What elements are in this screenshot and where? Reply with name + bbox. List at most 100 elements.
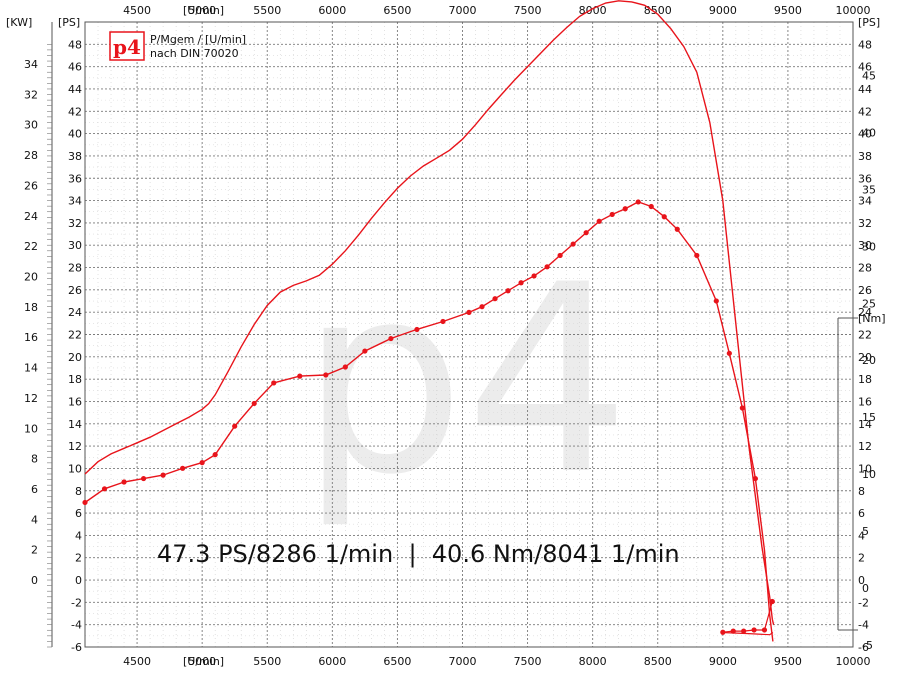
kw-tick: 10 bbox=[24, 422, 38, 435]
nm-tick: 45 bbox=[862, 70, 876, 83]
torque-point bbox=[518, 280, 524, 286]
torque-point bbox=[544, 264, 550, 270]
kw-tick: 0 bbox=[31, 574, 38, 587]
torque-point bbox=[342, 364, 348, 370]
plot-frame bbox=[84, 21, 854, 648]
x-tick-bottom: 6500 bbox=[383, 655, 411, 668]
torque-point bbox=[414, 326, 420, 333]
ps-tick-left: 48 bbox=[68, 38, 82, 51]
ps-tick-left: 44 bbox=[68, 83, 82, 96]
torque-point bbox=[121, 479, 127, 485]
torque-point bbox=[440, 318, 446, 325]
x-tick-bottom: 7000 bbox=[448, 655, 476, 668]
ps-tick-left: 6 bbox=[75, 507, 82, 520]
kw-tick: 12 bbox=[24, 392, 38, 405]
kw-tick: 30 bbox=[24, 119, 38, 132]
torque-point bbox=[212, 452, 218, 458]
ps-tick-right: 20 bbox=[858, 351, 872, 364]
ps-tick-left: -4 bbox=[71, 619, 82, 632]
x-tick-top: 9500 bbox=[774, 4, 802, 17]
ps-tick-right: 36 bbox=[858, 172, 872, 185]
kw-tick: 20 bbox=[24, 270, 38, 283]
torque-point bbox=[635, 199, 641, 205]
low-rpm-point bbox=[741, 628, 747, 634]
ps-tick-left: 20 bbox=[68, 351, 82, 364]
kw-tick: 34 bbox=[24, 58, 38, 71]
torque-point bbox=[251, 400, 257, 407]
low-rpm-point bbox=[761, 627, 768, 633]
x-tick-bottom: 9500 bbox=[774, 655, 802, 668]
torque-point bbox=[466, 309, 472, 315]
x-tick-bottom: 5500 bbox=[253, 655, 281, 668]
nm-tick: 25 bbox=[862, 297, 876, 310]
x-tick-top: 5500 bbox=[253, 4, 281, 17]
nm-tick: 20 bbox=[862, 354, 876, 367]
torque-point bbox=[479, 304, 485, 310]
ps-tick-right: 0 bbox=[858, 574, 865, 587]
legend-logo: p4 bbox=[113, 35, 141, 59]
x-tick-bottom: 8000 bbox=[579, 655, 607, 668]
nm-unit-label: [Nm] bbox=[858, 312, 886, 325]
ps-tick-right: 4 bbox=[858, 529, 865, 542]
coastdown-line bbox=[721, 631, 774, 636]
power-curve bbox=[84, 0, 775, 625]
ps-tick-left: 2 bbox=[75, 552, 82, 565]
torque-point bbox=[570, 241, 576, 247]
ps-tick-right: -2 bbox=[858, 596, 869, 609]
nm-tick: 35 bbox=[862, 183, 876, 196]
ps-tick-left: 32 bbox=[68, 217, 82, 230]
torque-point bbox=[232, 423, 238, 429]
grid bbox=[85, 22, 853, 648]
nm-tick: 30 bbox=[862, 240, 876, 253]
ps-tick-right: 42 bbox=[858, 105, 872, 118]
ps-tick-right: 14 bbox=[858, 418, 872, 431]
torque-point bbox=[297, 373, 303, 379]
x-tick-top: 5000 bbox=[188, 4, 216, 17]
x-tick-bottom: 7500 bbox=[514, 655, 542, 668]
torque-point bbox=[694, 252, 700, 259]
kw-tick: 28 bbox=[24, 149, 38, 162]
ps-tick-right: 38 bbox=[858, 150, 872, 163]
kw-tick: 18 bbox=[24, 301, 38, 314]
kw-tick: 26 bbox=[24, 179, 38, 192]
nm-tick: 5 bbox=[862, 525, 869, 538]
ps-tick-left: 28 bbox=[68, 262, 82, 275]
torque-point bbox=[199, 460, 205, 466]
ps-tick-right: 2 bbox=[858, 552, 865, 565]
ps-unit-label-left: [PS] bbox=[58, 16, 80, 29]
torque-point bbox=[388, 335, 394, 342]
torque-point bbox=[609, 211, 615, 218]
ps-tick-right: 16 bbox=[858, 395, 872, 408]
ps-tick-right: 6 bbox=[858, 507, 865, 520]
ps-tick-left: 4 bbox=[75, 529, 82, 542]
legend-line-1: P/Mgem / [U/min] bbox=[150, 33, 246, 46]
ps-tick-left: 16 bbox=[68, 395, 82, 408]
ps-tick-right: 48 bbox=[858, 38, 872, 51]
ps-tick-right: 12 bbox=[858, 440, 872, 453]
torque-point bbox=[505, 288, 511, 294]
kw-tick: 16 bbox=[24, 331, 38, 344]
torque-point bbox=[140, 475, 147, 482]
ps-tick-right: 44 bbox=[858, 83, 872, 96]
ps-tick-left: 40 bbox=[68, 128, 82, 141]
torque-point bbox=[557, 252, 563, 259]
x-tick-top: 10000 bbox=[836, 4, 871, 17]
torque-point bbox=[622, 206, 628, 212]
ps-unit-label-right: [PS] bbox=[858, 16, 880, 29]
ps-tick-left: 12 bbox=[68, 440, 82, 453]
kw-unit-label: [KW] bbox=[6, 16, 32, 29]
ps-tick-right: 28 bbox=[858, 262, 872, 275]
ps-tick-right: 22 bbox=[858, 329, 872, 342]
ps-tick-right: 10 bbox=[858, 462, 872, 475]
ps-tick-left: 0 bbox=[75, 574, 82, 587]
torque-point bbox=[726, 350, 732, 356]
ps-tick-left: 24 bbox=[68, 306, 82, 319]
low-rpm-point bbox=[769, 598, 775, 605]
ps-tick-left: 30 bbox=[68, 239, 82, 252]
x-tick-top: 7500 bbox=[514, 4, 542, 17]
x-tick-bottom: 8500 bbox=[644, 655, 672, 668]
ps-tick-right: 30 bbox=[858, 239, 872, 252]
x-tick-top: 6500 bbox=[383, 4, 411, 17]
torque-point bbox=[661, 214, 667, 220]
torque-point bbox=[674, 226, 680, 232]
